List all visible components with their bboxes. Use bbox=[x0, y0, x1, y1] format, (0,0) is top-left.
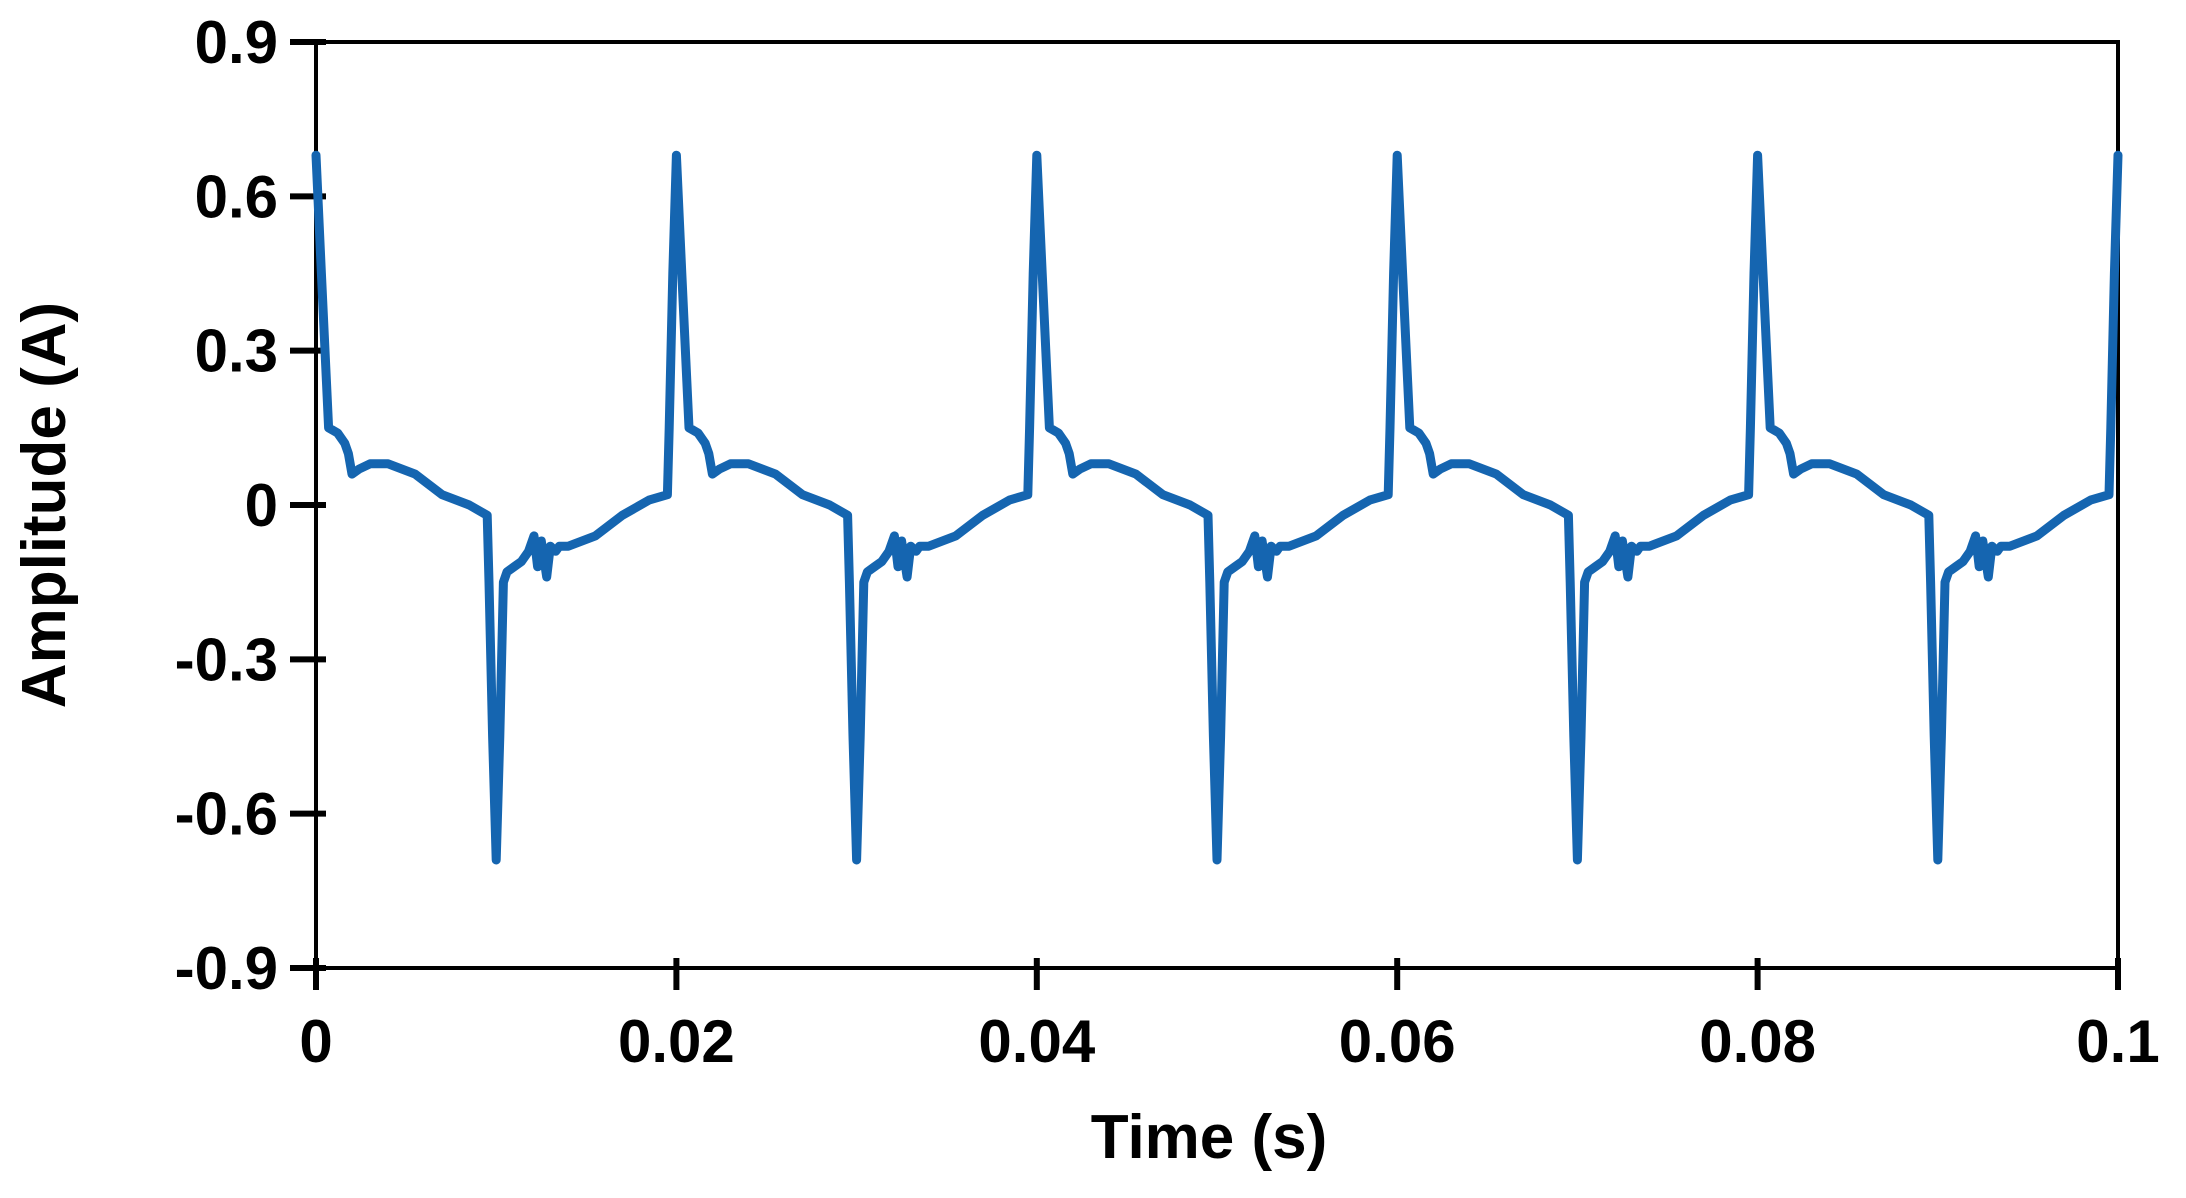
y-tick-label: -0.6 bbox=[175, 781, 278, 848]
axis-ticks: 0.9 0.6 0.3 0 -0.3 -0.6 -0.9 0 0.02 0.04 0.06 0.08 0… bbox=[175, 9, 2160, 1075]
series-group bbox=[311, 150, 2123, 865]
y-tick-label: 0.3 bbox=[195, 318, 278, 385]
y-axis-title: Amplitude (A) bbox=[10, 302, 79, 708]
series-line-0 bbox=[311, 150, 2123, 865]
x-tick-label: 0.06 bbox=[1339, 1008, 1456, 1075]
y-tick-label: 0.6 bbox=[195, 163, 278, 230]
y-tick-label: -0.9 bbox=[175, 935, 278, 1002]
y-tick-label: -0.3 bbox=[175, 626, 278, 693]
x-tick-label: 0.04 bbox=[978, 1008, 1095, 1075]
y-tick-label: 0.9 bbox=[195, 9, 278, 76]
x-tick-label: 0.08 bbox=[1699, 1008, 1816, 1075]
x-axis-title: Time (s) bbox=[1091, 1103, 1328, 1172]
x-tick-label: 0 bbox=[299, 1008, 332, 1075]
x-tick-label: 0.02 bbox=[618, 1008, 735, 1075]
y-tick-label: 0 bbox=[245, 472, 278, 539]
x-tick-label: 0.1 bbox=[2076, 1008, 2159, 1075]
